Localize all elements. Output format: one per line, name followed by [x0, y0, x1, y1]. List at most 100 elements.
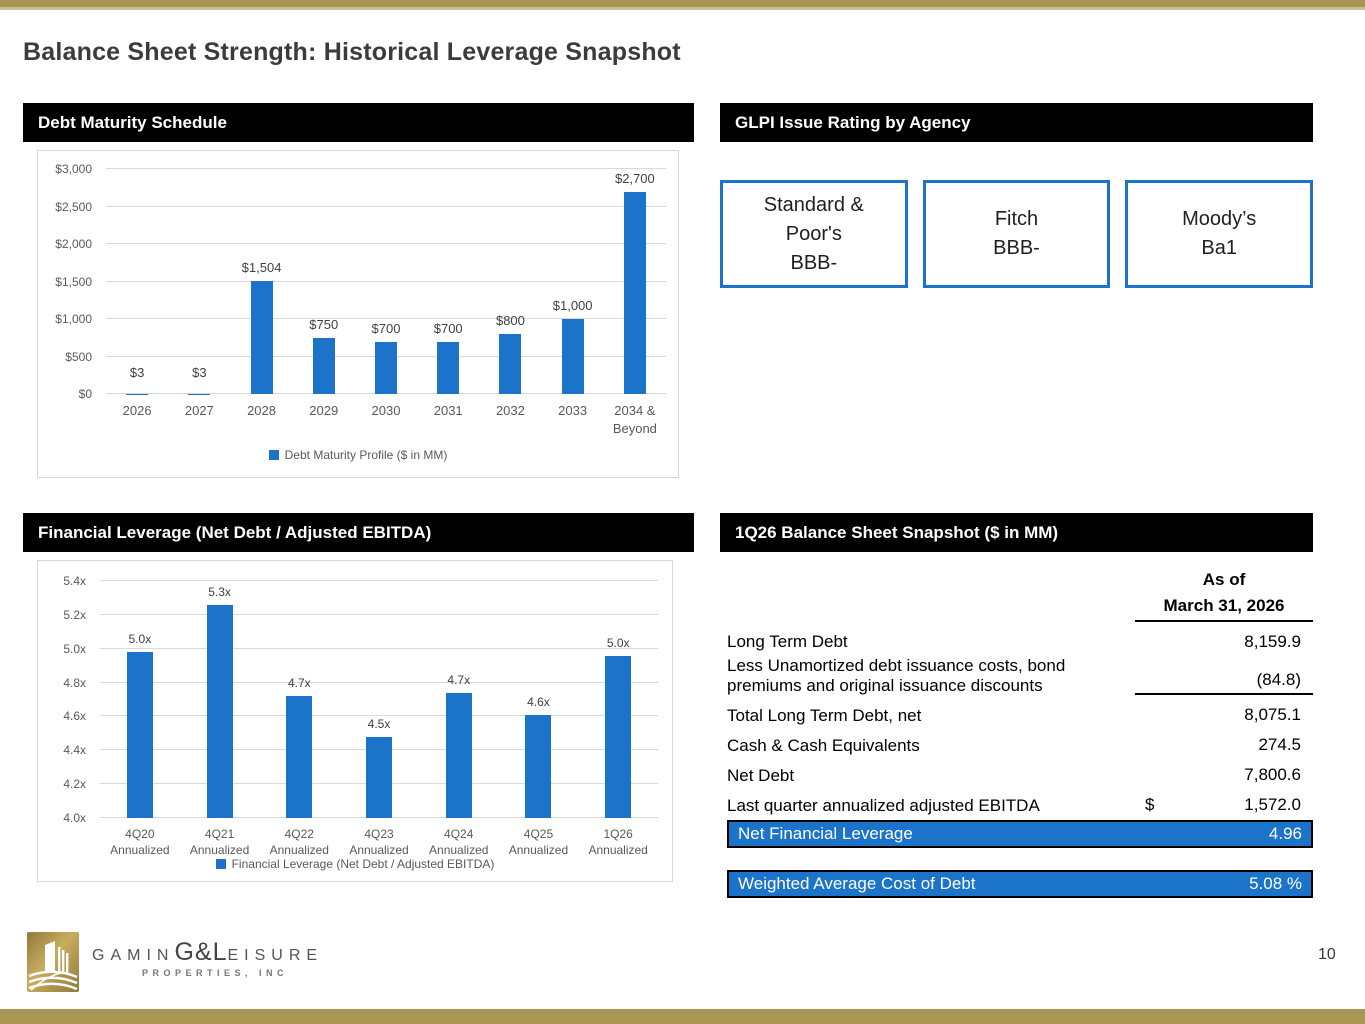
- bar-value-label: 5.3x: [208, 584, 231, 599]
- rating-value: BBB-: [790, 251, 838, 274]
- bar-column: 5.0x: [578, 581, 658, 818]
- weighted-avg-cost-of-debt-row: Weighted Average Cost of Debt 5.08 %: [727, 870, 1313, 899]
- company-logo-icon: [27, 932, 79, 992]
- financial-leverage-header-label: Financial Leverage (Net Debt / Adjusted …: [38, 522, 432, 542]
- brand-suffix: EISURE: [227, 947, 324, 964]
- x-axis-tick-label: 4Q22 Annualized: [269, 827, 329, 858]
- issue-rating-header-label: GLPI Issue Rating by Agency: [735, 112, 971, 132]
- x-axis-tick-label: 4Q25 Annualized: [508, 827, 569, 858]
- top-gold-bar: [0, 0, 1365, 10]
- row-value-number: 7,800.6: [1244, 765, 1301, 785]
- row-value-number: 8,159.9: [1244, 632, 1301, 651]
- bar-column: 4.5x: [339, 581, 419, 818]
- bar: [286, 696, 313, 818]
- row-value-number: 1,572.0: [1244, 795, 1301, 815]
- balance-sheet-column-header: As of March 31, 2026: [1135, 567, 1313, 622]
- bar: [623, 191, 646, 394]
- bar-column: 5.0x: [100, 581, 180, 818]
- bar-column: $3: [168, 169, 230, 394]
- table-row-total-ltd-net: Total Long Term Debt, net 8,075.1: [727, 695, 1313, 725]
- bar-value-label: $700: [433, 320, 463, 336]
- bar: [445, 692, 472, 818]
- y-axis-tick-label: $500: [65, 349, 92, 364]
- bar-column: $700: [355, 169, 417, 394]
- bar-column: 4.7x: [259, 581, 339, 818]
- rating-value: BBB-: [993, 237, 1040, 259]
- gridline: [106, 168, 666, 169]
- rating-agency-name: Standard & Poor's: [763, 193, 864, 245]
- row-value-number: 274.5: [1258, 735, 1301, 755]
- table-row-cash: Cash & Cash Equivalents 274.5: [727, 725, 1313, 755]
- x-axis-tick-label: 2034 & Beyond: [612, 403, 657, 436]
- y-axis-tick-label: $2,000: [55, 237, 92, 252]
- x-axis-tick-label: 1Q26 Annualized: [588, 827, 648, 858]
- y-axis-tick-label: $0: [78, 387, 92, 401]
- rating-value: Ba1: [1201, 237, 1237, 259]
- bar-column: $800: [479, 169, 541, 394]
- gridline: [100, 613, 658, 615]
- row-label: Last quarter annualized adjusted EBITDA: [727, 795, 1040, 815]
- bar-column: 4.6x: [499, 581, 579, 818]
- leverage-chart-legend-label: Financial Leverage (Net Debt / Adjusted …: [231, 857, 495, 871]
- bar-value-label: 4.5x: [367, 716, 391, 731]
- gridline: [106, 280, 666, 282]
- bar-column: $1,504: [230, 169, 292, 394]
- y-axis-tick-label: 4.0x: [63, 811, 86, 825]
- gridline: [100, 647, 658, 649]
- y-axis-tick-label: 4.8x: [63, 675, 86, 690]
- debt-chart-plot-area: $3 $3 $1,504 $750 $700 $700 $800 $1,000 $2,700: [106, 168, 666, 394]
- row-value: 8,159.9: [1135, 632, 1313, 652]
- currency-sign: $: [1145, 795, 1155, 815]
- bar-column: $750: [293, 169, 355, 394]
- balance-sheet-header-label: 1Q26 Balance Sheet Snapshot ($ in MM): [735, 522, 1059, 542]
- leverage-chart-x-axis: 4Q20 Annualized 4Q21 Annualized 4Q22 Annua…: [100, 826, 658, 858]
- x-axis-tick-label: 2026: [122, 403, 152, 418]
- bar-value-label: $750: [309, 316, 339, 332]
- bar-column: $1,000: [542, 169, 604, 394]
- legend-swatch-icon: [268, 450, 279, 460]
- legend-swatch-icon: [215, 859, 226, 869]
- bar-column: 4.7x: [419, 581, 499, 818]
- page-title: Balance Sheet Strength: Historical Lever…: [23, 38, 681, 66]
- bar-value-label: 4.7x: [287, 676, 311, 691]
- highlight-label: Net Financial Leverage: [738, 824, 913, 844]
- y-axis-tick-label: $2,500: [55, 199, 92, 214]
- bar-value-label: $3: [129, 364, 145, 380]
- debt-maturity-header: Debt Maturity Schedule: [23, 103, 694, 142]
- bar: [499, 334, 522, 394]
- row-label: Total Long Term Debt, net: [727, 705, 922, 725]
- ratings-row: Standard & Poor's BBB- Fitch BBB- Moody’…: [720, 180, 1314, 288]
- row-value: 8,075.1: [1135, 705, 1313, 725]
- debt-chart-legend: Debt Maturity Profile ($ in MM): [38, 448, 678, 462]
- financial-leverage-chart: 4.0x 4.2x 4.4x 4.6x 4.8x 5.0x 5.2x 5.4x 5.0x 5.3…: [37, 560, 673, 882]
- bar-value-label: $700: [371, 320, 401, 336]
- table-row-long-term-debt: Long Term Debt 8,159.9: [727, 622, 1313, 652]
- highlight-label: Weighted Average Cost of Debt: [738, 874, 976, 894]
- bottom-gold-bar: [0, 1009, 1365, 1024]
- balance-sheet-header: 1Q26 Balance Sheet Snapshot ($ in MM): [720, 513, 1313, 552]
- rating-box-sp: Standard & Poor's BBB-: [720, 180, 908, 288]
- financial-leverage-header: Financial Leverage (Net Debt / Adjusted …: [23, 513, 694, 552]
- x-axis-tick-label: 4Q21 Annualized: [189, 827, 250, 858]
- bar: [250, 281, 273, 394]
- brand-name-line: GAMIN G&L EISURE: [92, 938, 323, 967]
- rating-box-moodys: Moody’s Ba1: [1125, 180, 1314, 288]
- y-axis-tick-label: 5.0x: [63, 641, 86, 656]
- bar-value-label: $1,000: [552, 298, 593, 314]
- bar: [437, 341, 460, 394]
- row-label: Less Unamortized debt issuance costs, bo…: [727, 656, 1066, 695]
- y-axis-tick-label: $1,000: [55, 312, 92, 327]
- bar-column: $2,700: [604, 169, 666, 394]
- gridline: [100, 681, 658, 683]
- x-axis-tick-label: 2027: [184, 403, 214, 418]
- row-value-number: 8,075.1: [1244, 705, 1301, 725]
- bar: [374, 341, 397, 394]
- bar: [366, 736, 393, 818]
- y-axis-tick-label: 5.2x: [63, 607, 86, 622]
- x-axis-tick-label: 2032: [495, 403, 525, 418]
- net-financial-leverage-row: Net Financial Leverage 4.96: [727, 820, 1313, 849]
- bar-value-label: 5.0x: [606, 635, 630, 650]
- leverage-chart-legend: Financial Leverage (Net Debt / Adjusted …: [38, 857, 672, 871]
- bar: [206, 604, 233, 818]
- company-wordmark: GAMIN G&L EISURE PROPERTIES, INC: [92, 938, 323, 978]
